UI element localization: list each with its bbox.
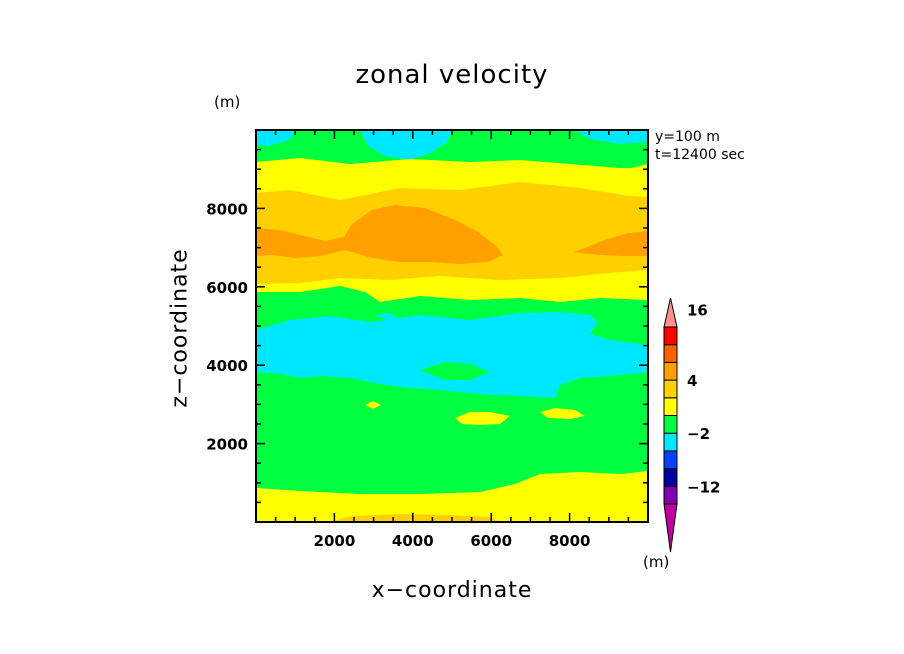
contour-band: [330, 514, 500, 522]
colorbar-swatch: [663, 415, 678, 434]
x-axis-label: x−coordinate: [371, 578, 533, 603]
colorbar: 16 4 −2 −12: [663, 297, 720, 553]
colorbar-swatch: [663, 432, 678, 452]
colorbar-swatch: [663, 379, 678, 399]
y-axis: 2000 4000 6000 8000: [206, 148, 648, 504]
colorbar-extend-max: [663, 297, 678, 328]
colorbar-swatch: [663, 326, 678, 346]
colorbar-swatch: [663, 397, 678, 416]
colorbar-tick-label: −12: [687, 478, 720, 496]
contour-band: [256, 205, 503, 264]
colorbar-swatch: [663, 450, 678, 470]
x-tick-label: 6000: [470, 532, 512, 550]
colorbar-swatch: [663, 361, 678, 381]
colorbar-tick-label: −2: [687, 425, 710, 443]
contour-band: [573, 231, 648, 256]
colorbar-swatch: [663, 468, 678, 487]
y-tick-label: 6000: [206, 279, 248, 297]
colorbar-swatch: [663, 344, 678, 363]
annotation-time: t=12400 sec: [655, 147, 745, 163]
contour-field: [256, 130, 648, 522]
contour-band: [256, 312, 648, 398]
contour-band: [540, 408, 585, 419]
contour-band: [256, 130, 295, 146]
colorbar-extend-min: [663, 503, 678, 553]
x-tick-label: 4000: [392, 532, 434, 550]
y-tick-label: 2000: [206, 436, 248, 454]
annotation-y-position: y=100 m: [655, 129, 720, 145]
chart-title: zonal velocity: [355, 60, 549, 90]
x-axis-unit: (m): [643, 553, 670, 571]
x-axis: 2000 4000 6000 8000: [274, 130, 630, 550]
colorbar-tick-label: 16: [687, 301, 708, 319]
x-tick-label: 2000: [314, 532, 356, 550]
colorbar-swatch: [663, 485, 678, 505]
contour-band: [455, 412, 510, 425]
x-tick-label: 8000: [549, 532, 591, 550]
contour-band: [360, 130, 452, 160]
contour-band: [420, 362, 490, 380]
colorbar-tick-label: 4: [687, 372, 697, 390]
contour-band: [256, 471, 648, 522]
contour-band: [575, 130, 648, 144]
y-tick-label: 4000: [206, 357, 248, 375]
y-axis-unit: (m): [214, 93, 241, 111]
y-tick-label: 8000: [206, 200, 248, 218]
contour-band: [365, 401, 381, 409]
contour-band: [375, 313, 398, 320]
